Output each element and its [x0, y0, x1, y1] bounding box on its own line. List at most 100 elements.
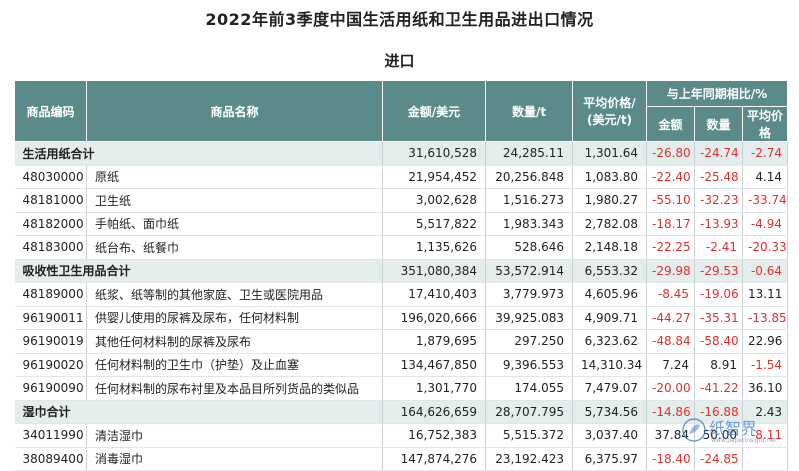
cell-yoy-price: -0.64 — [742, 259, 789, 283]
cell-amount: 1,301,770 — [382, 376, 486, 401]
cell-avg-price: 6,553.32 — [572, 259, 647, 283]
header-yoy-quantity: 数量 — [694, 106, 743, 142]
watermark-url: www.paperinsight.net — [711, 437, 777, 444]
cell-avg-price: 14,310.34 — [572, 353, 647, 377]
cell-yoy-price: 36.10 — [742, 376, 789, 401]
header-avg-price-line1: 平均价格/ — [583, 96, 636, 110]
cell-avg-price: 7,479.07 — [572, 376, 647, 401]
cell-avg-price: 4,909.71 — [572, 306, 647, 330]
cell-avg-price: 3,037.40 — [572, 423, 647, 448]
table-row: 38089400 消毒湿巾 147,874,276 23,192.423 6,375.9… — [14, 447, 789, 471]
cell-yoy-quantity: -58.40 — [694, 329, 743, 354]
cell-avg-price: 4,605.96 — [572, 282, 647, 307]
cell-avg-price: 6,375.97 — [572, 447, 647, 471]
cell-yoy-amount: -48.84 — [646, 329, 695, 354]
header-amount: 金额/美元 — [382, 80, 486, 142]
group-name: 生活用纸合计 — [14, 141, 383, 166]
cell-code: 96190011 — [14, 306, 87, 330]
cell-yoy-price: 13.11 — [742, 282, 789, 307]
cell-quantity: 174.055 — [485, 376, 573, 401]
cell-yoy-quantity: -25.48 — [694, 165, 743, 189]
import-table: 商品编码 商品名称 金额/美元 数量/t 平均价格/ (美元/t) 与上年同期相… — [14, 80, 789, 471]
cell-avg-price: 1,301.64 — [572, 141, 647, 166]
cell-avg-price: 2,148.18 — [572, 235, 647, 260]
cell-yoy-price: -1.54 — [742, 353, 789, 377]
cell-amount: 31,610,528 — [382, 141, 486, 166]
group-name: 吸收性卫生用品合计 — [14, 259, 383, 283]
cell-amount: 134,467,850 — [382, 353, 486, 377]
table-row-group: 湿巾合计 164,626,659 28,707.795 5,734.56 -14.86-… — [14, 400, 789, 424]
table-row: 34011990 清洁湿巾 16,752,383 5,515.372 3,037.40 3… — [14, 423, 789, 448]
page-title: 2022年前3季度中国生活用纸和卫生用品进出口情况 — [205, 10, 594, 29]
cell-name: 纸台布、纸餐巾 — [86, 235, 383, 260]
cell-code: 38089400 — [14, 447, 87, 471]
cell-quantity: 528.646 — [485, 235, 573, 260]
cell-amount: 1,135,626 — [382, 235, 486, 260]
table-row: 48030000 原纸 21,954,452 20,256.848 1,083.80 -2… — [14, 165, 789, 189]
header-yoy-amount: 金额 — [646, 106, 695, 142]
section-title-import: 进口 — [384, 52, 415, 70]
table-body: 生活用纸合计 31,610,528 24,285.11 1,301.64 -26.80-… — [14, 141, 789, 471]
cell-yoy-quantity: -24.74 — [694, 141, 743, 166]
cell-yoy-amount: -22.40 — [646, 165, 695, 189]
group-name: 湿巾合计 — [14, 400, 383, 424]
cell-amount: 17,410,403 — [382, 282, 486, 307]
cell-yoy-price: -13.85 — [742, 306, 789, 330]
cell-name: 任何材料制的尿布衬里及本品目所列货品的类似品 — [86, 376, 383, 401]
cell-yoy-amount: -29.98 — [646, 259, 695, 283]
header-avg-price: 平均价格/ (美元/t) — [572, 80, 647, 142]
cell-yoy-price: -2.74 — [742, 141, 789, 166]
cell-yoy-quantity: -29.53 — [694, 259, 743, 283]
cell-amount: 3,002,628 — [382, 188, 486, 213]
table-row: 48189000 纸浆、纸等制的其他家庭、卫生或医院用品 17,410,403 3,7… — [14, 282, 789, 307]
cell-amount: 16,752,383 — [382, 423, 486, 448]
header-quantity: 数量/t — [485, 80, 573, 142]
watermark-brand: 纸智界 — [709, 419, 758, 438]
cell-yoy-quantity: -16.88 — [694, 400, 743, 424]
cell-amount: 147,874,276 — [382, 447, 486, 471]
leaf-logo-icon — [682, 418, 706, 442]
cell-yoy-quantity: -35.31 — [694, 306, 743, 330]
cell-amount: 164,626,659 — [382, 400, 486, 424]
cell-avg-price: 1,083.80 — [572, 165, 647, 189]
cell-yoy-price: 4.14 — [742, 165, 789, 189]
cell-yoy-price: 2.43 — [742, 400, 789, 424]
cell-yoy-quantity: -32.23 — [694, 188, 743, 213]
cell-name: 供婴儿使用的尿裤及尿布，任何材料制 — [86, 306, 383, 330]
table-row: 48183000 纸台布、纸餐巾 1,135,626 528.646 2,148.18-… — [14, 235, 789, 260]
table-row: 96190011 供婴儿使用的尿裤及尿布，任何材料制 196,020,666 39,9… — [14, 306, 789, 330]
cell-name: 原纸 — [86, 165, 383, 189]
cell-quantity: 3,779.973 — [485, 282, 573, 307]
cell-code: 96190020 — [14, 353, 87, 377]
cell-yoy-amount: -22.25 — [646, 235, 695, 260]
header-avg-price-line2: (美元/t) — [586, 113, 633, 127]
table-row: 96190020 任何材料制的卫生巾（护垫）及止血塞 134,467,850 9,39… — [14, 353, 789, 377]
cell-yoy-amount: -44.27 — [646, 306, 695, 330]
cell-name: 纸浆、纸等制的其他家庭、卫生或医院用品 — [86, 282, 383, 307]
cell-quantity: 23,192.423 — [485, 447, 573, 471]
cell-code: 48189000 — [14, 282, 87, 307]
cell-yoy-price: -20.33 — [742, 235, 789, 260]
cell-yoy-quantity: -19.06 — [694, 282, 743, 307]
table-row-group: 吸收性卫生用品合计 351,080,384 53,572.914 6,553.32 -2… — [14, 259, 789, 283]
cell-quantity: 1,516.273 — [485, 188, 573, 213]
table-row: 96190090 任何材料制的尿布衬里及本品目所列货品的类似品 1,301,770 1… — [14, 376, 789, 401]
cell-quantity: 297.250 — [485, 329, 573, 354]
cell-name: 消毒湿巾 — [86, 447, 383, 471]
table-row: 48181000 卫生纸 3,002,628 1,516.273 1,980.27 -55… — [14, 188, 789, 213]
cell-name: 手帕纸、面巾纸 — [86, 212, 383, 236]
cell-avg-price: 5,734.56 — [572, 400, 647, 424]
header-yoy-price: 平均价格 — [741, 106, 789, 142]
cell-quantity: 20,256.848 — [485, 165, 573, 189]
cell-yoy-price: -4.94 — [742, 212, 789, 236]
cell-yoy-amount: -18.17 — [646, 212, 695, 236]
cell-name: 卫生纸 — [86, 188, 383, 213]
header-yoy-group: 与上年同期相比/% — [645, 80, 789, 107]
cell-yoy-amount: -20.00 — [646, 376, 695, 401]
cell-amount: 196,020,666 — [382, 306, 486, 330]
cell-quantity: 1,983.343 — [485, 212, 573, 236]
cell-yoy-price: 22.96 — [742, 329, 789, 354]
cell-quantity: 9,396.553 — [485, 353, 573, 377]
cell-yoy-amount: -14.86 — [646, 400, 695, 424]
cell-yoy-amount: -55.10 — [646, 188, 695, 213]
